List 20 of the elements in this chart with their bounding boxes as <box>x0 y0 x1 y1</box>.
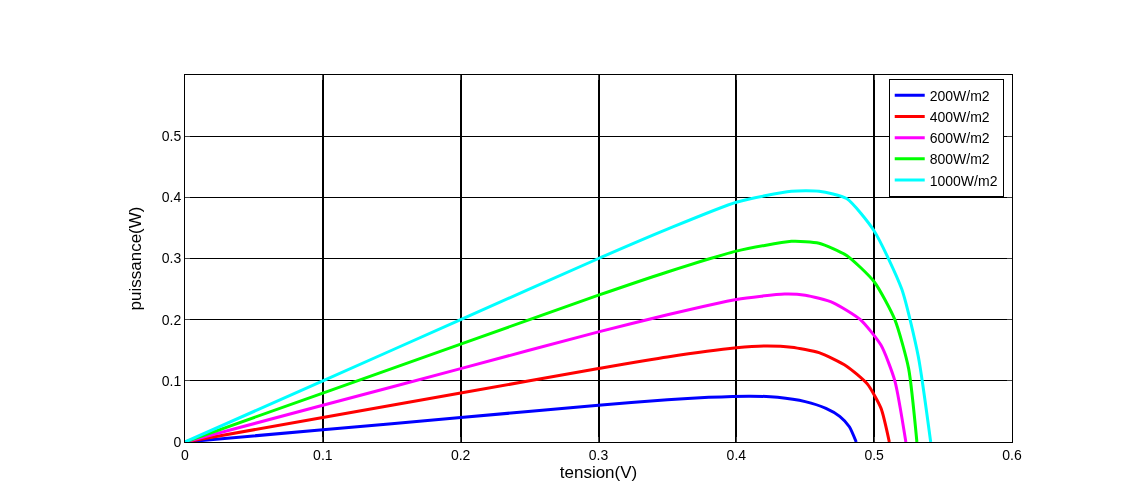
legend-label: 400W/m2 <box>929 108 990 125</box>
x-tick-label: 0.1 <box>313 446 333 463</box>
x-tick-label: 0.3 <box>588 446 609 463</box>
y-tick-label: 0.4 <box>161 189 182 206</box>
legend-label: 600W/m2 <box>929 130 990 147</box>
line-series <box>185 189 933 442</box>
legend-label: 200W/m2 <box>929 87 990 104</box>
x-tick-label: 0.5 <box>864 446 885 463</box>
y-tick-label: 0.5 <box>161 128 182 145</box>
y-tick-label: 0.3 <box>161 250 182 267</box>
x-tick-label: 0.6 <box>1002 446 1022 463</box>
x-tick-label: 0.4 <box>726 446 747 463</box>
y-axis-title: puissance(W) <box>126 206 146 311</box>
y-tick-label: 0 <box>173 433 182 450</box>
legend-label: 800W/m2 <box>929 151 990 168</box>
y-tick-label: 0.2 <box>161 311 182 328</box>
x-tick-label: 0.2 <box>450 446 471 463</box>
y-tick-label: 0.1 <box>161 372 182 389</box>
x-axis-title: tension(V) <box>559 463 638 483</box>
legend-label: 1000W/m2 <box>929 172 998 189</box>
